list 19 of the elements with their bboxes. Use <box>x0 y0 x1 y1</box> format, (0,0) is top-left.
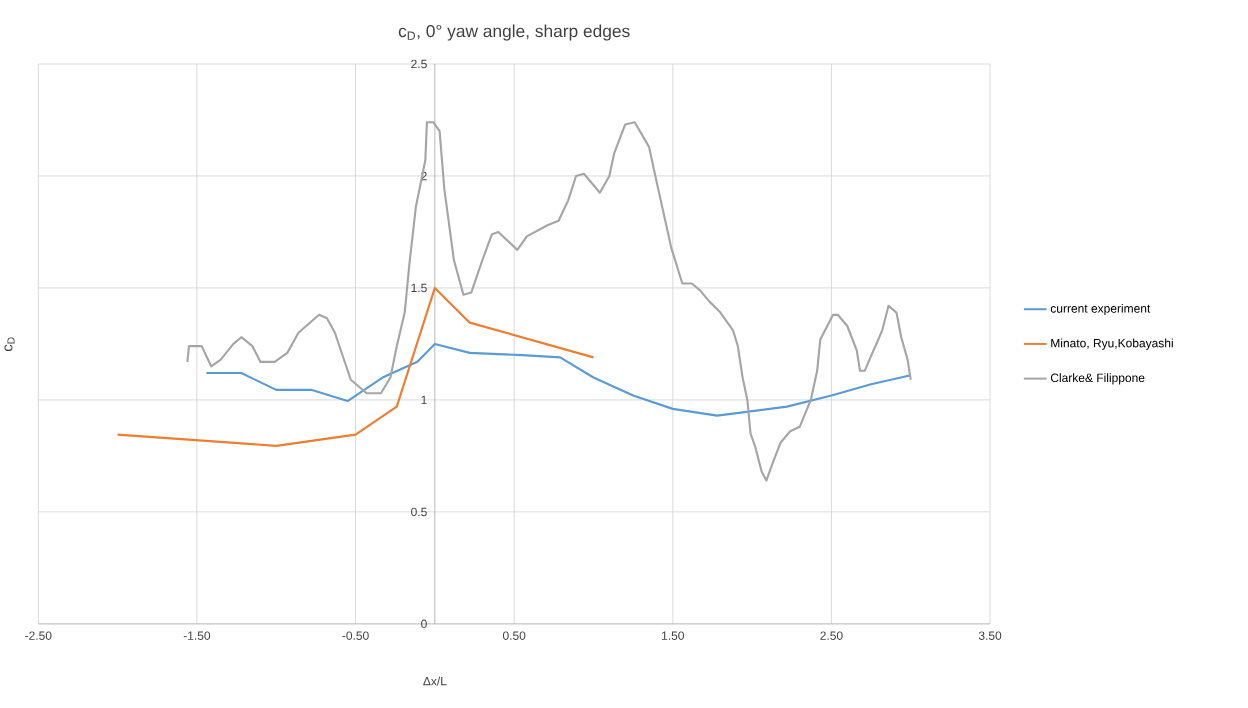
x-tick-label: -0.50 <box>342 631 369 640</box>
y-axis-title: c$_{D}$ <box>4 337 15 352</box>
y-tick-label: 1 <box>421 395 427 405</box>
y-tick-label: 0.5 <box>411 507 427 517</box>
x-tick-label: -1.50 <box>183 631 211 640</box>
x-tick-label: 1.50 <box>662 631 685 640</box>
y-tick-label: 0 <box>421 619 427 629</box>
x-tick-label: -2.50 <box>25 631 52 640</box>
legend-label: Minato, Ryu,Kobayashi <box>1051 338 1173 350</box>
y-tick-label: 1.5 <box>411 283 427 293</box>
legend-label: current experiment <box>1050 303 1151 316</box>
legend-label: Clarke& Filippone <box>1050 373 1145 385</box>
chart-title: c$_{D}$, 0° yaw angle, sharp edges <box>398 24 630 41</box>
line-series <box>205 342 912 417</box>
x-tick-label: 0.50 <box>502 631 526 640</box>
x-tick-label: 3.50 <box>978 631 1002 640</box>
y-tick-label: 2.5 <box>411 59 427 69</box>
x-axis-title: Δx/L <box>423 676 447 686</box>
x-tick-label: 2.50 <box>820 631 843 640</box>
